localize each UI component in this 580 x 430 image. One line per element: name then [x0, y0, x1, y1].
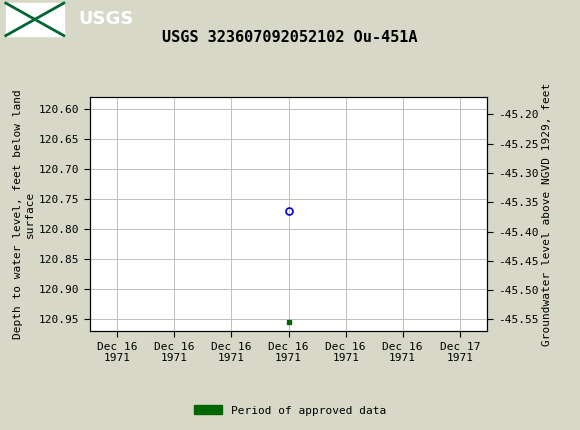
Y-axis label: Groundwater level above NGVD 1929, feet: Groundwater level above NGVD 1929, feet	[542, 82, 552, 346]
Legend: Period of approved data: Period of approved data	[190, 401, 390, 420]
Text: USGS 323607092052102 Ou-451A: USGS 323607092052102 Ou-451A	[162, 30, 418, 45]
Y-axis label: Depth to water level, feet below land
surface: Depth to water level, feet below land su…	[13, 89, 35, 339]
FancyBboxPatch shape	[6, 3, 64, 36]
Text: USGS: USGS	[78, 10, 133, 28]
